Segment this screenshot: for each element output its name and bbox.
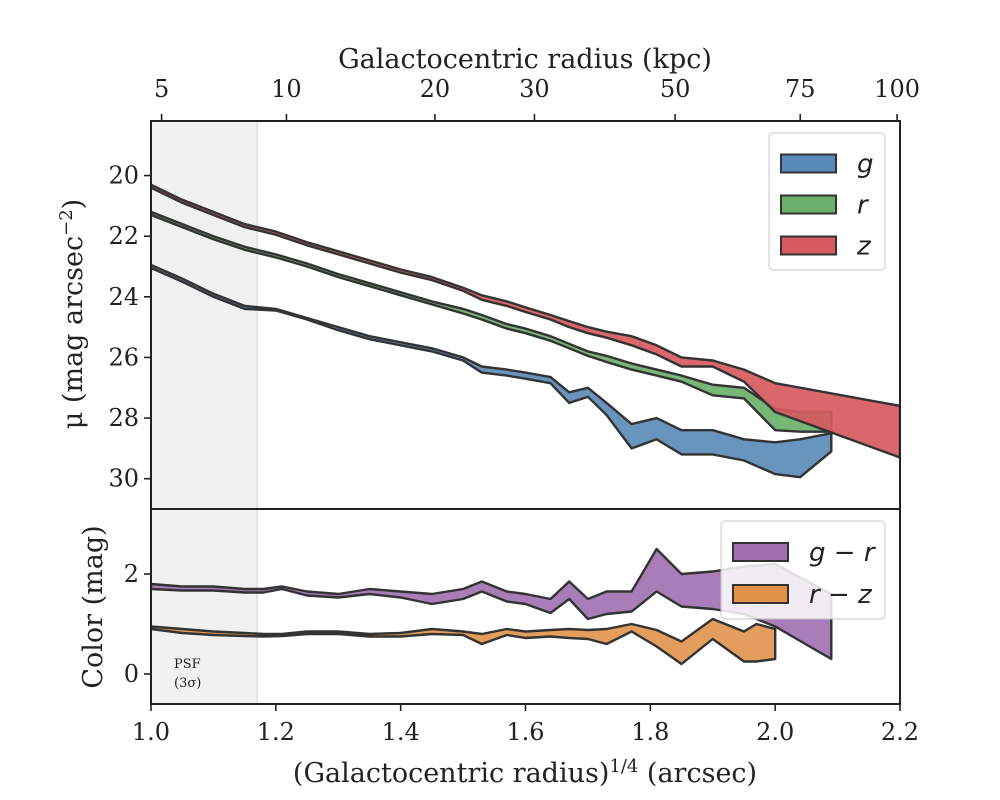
x-tick-label-4: 1.8 — [631, 718, 669, 746]
y-tick-label-top-30: 30 — [108, 465, 139, 493]
top-legend-label-r: r — [857, 191, 870, 221]
x-tick-label-2: 1.4 — [382, 718, 420, 746]
band-g — [151, 263, 833, 479]
bottom-legend-swatch-r-z — [732, 584, 789, 604]
bottom-legend-swatch-g-r — [732, 542, 789, 562]
top-panel-y-axis-title: μ (mag arcsec−2) — [56, 199, 89, 429]
x-tick-label-5: 2.0 — [756, 718, 794, 746]
y-tick-label-top-20: 20 — [108, 162, 139, 190]
top-legend-swatch-r — [780, 194, 837, 215]
y-tick-label-top-28: 28 — [108, 404, 139, 432]
psf-label-line2: (3σ) — [174, 676, 201, 691]
top-panel-bands — [151, 183, 900, 479]
top-axis-title: Galactocentric radius (kpc) — [338, 44, 712, 75]
top-tick-label-100: 100 — [874, 75, 920, 103]
top-tick-label-50: 50 — [660, 75, 691, 103]
y-tick-label-top-24: 24 — [108, 283, 139, 311]
x-tick-label-3: 1.6 — [506, 718, 544, 746]
legend-layer: grz g − r r − z — [720, 132, 886, 620]
bottom-panel-bands — [151, 547, 833, 666]
psf-label-line1: PSF — [174, 657, 201, 672]
y-tick-label-top-22: 22 — [108, 222, 139, 250]
top-legend-swatch-g — [780, 153, 837, 174]
top-tick-label-30: 30 — [519, 75, 550, 103]
bands-layer — [151, 183, 900, 666]
top-legend-swatch-z — [780, 235, 837, 256]
top-tick-label-10: 10 — [271, 75, 302, 103]
bottom-legend-label-r-z: r − z — [809, 580, 873, 610]
top-tick-label-20: 20 — [420, 75, 451, 103]
axes-layer: 20 22 24 26 28 30 5 10 20 30 50 75 100 0 2 1.0 1.2 1.4 1.6… — [108, 75, 920, 746]
top-legend-label-z: z — [856, 232, 872, 262]
band-g-r — [151, 547, 833, 661]
top-tick-label-5: 5 — [154, 75, 169, 103]
y-tick-label-bottom-0: 0 — [124, 660, 139, 688]
x-axis-title: (Galactocentric radius)1/4 (arcsec) — [293, 756, 757, 789]
x-tick-label-0: 1.0 — [132, 718, 170, 746]
band-z — [151, 183, 900, 459]
y-tick-label-top-26: 26 — [108, 343, 139, 371]
bottom-panel-y-axis-title: Color (mag) — [78, 525, 109, 688]
y-tick-label-bottom-2: 2 — [124, 560, 139, 588]
x-tick-label-6: 2.2 — [881, 718, 919, 746]
x-tick-label-1: 1.2 — [257, 718, 295, 746]
top-legend-label-g: g — [857, 150, 874, 180]
bottom-legend-label-g-r: g − r — [809, 538, 877, 568]
top-tick-label-75: 75 — [785, 75, 816, 103]
band-r-z — [151, 617, 777, 666]
